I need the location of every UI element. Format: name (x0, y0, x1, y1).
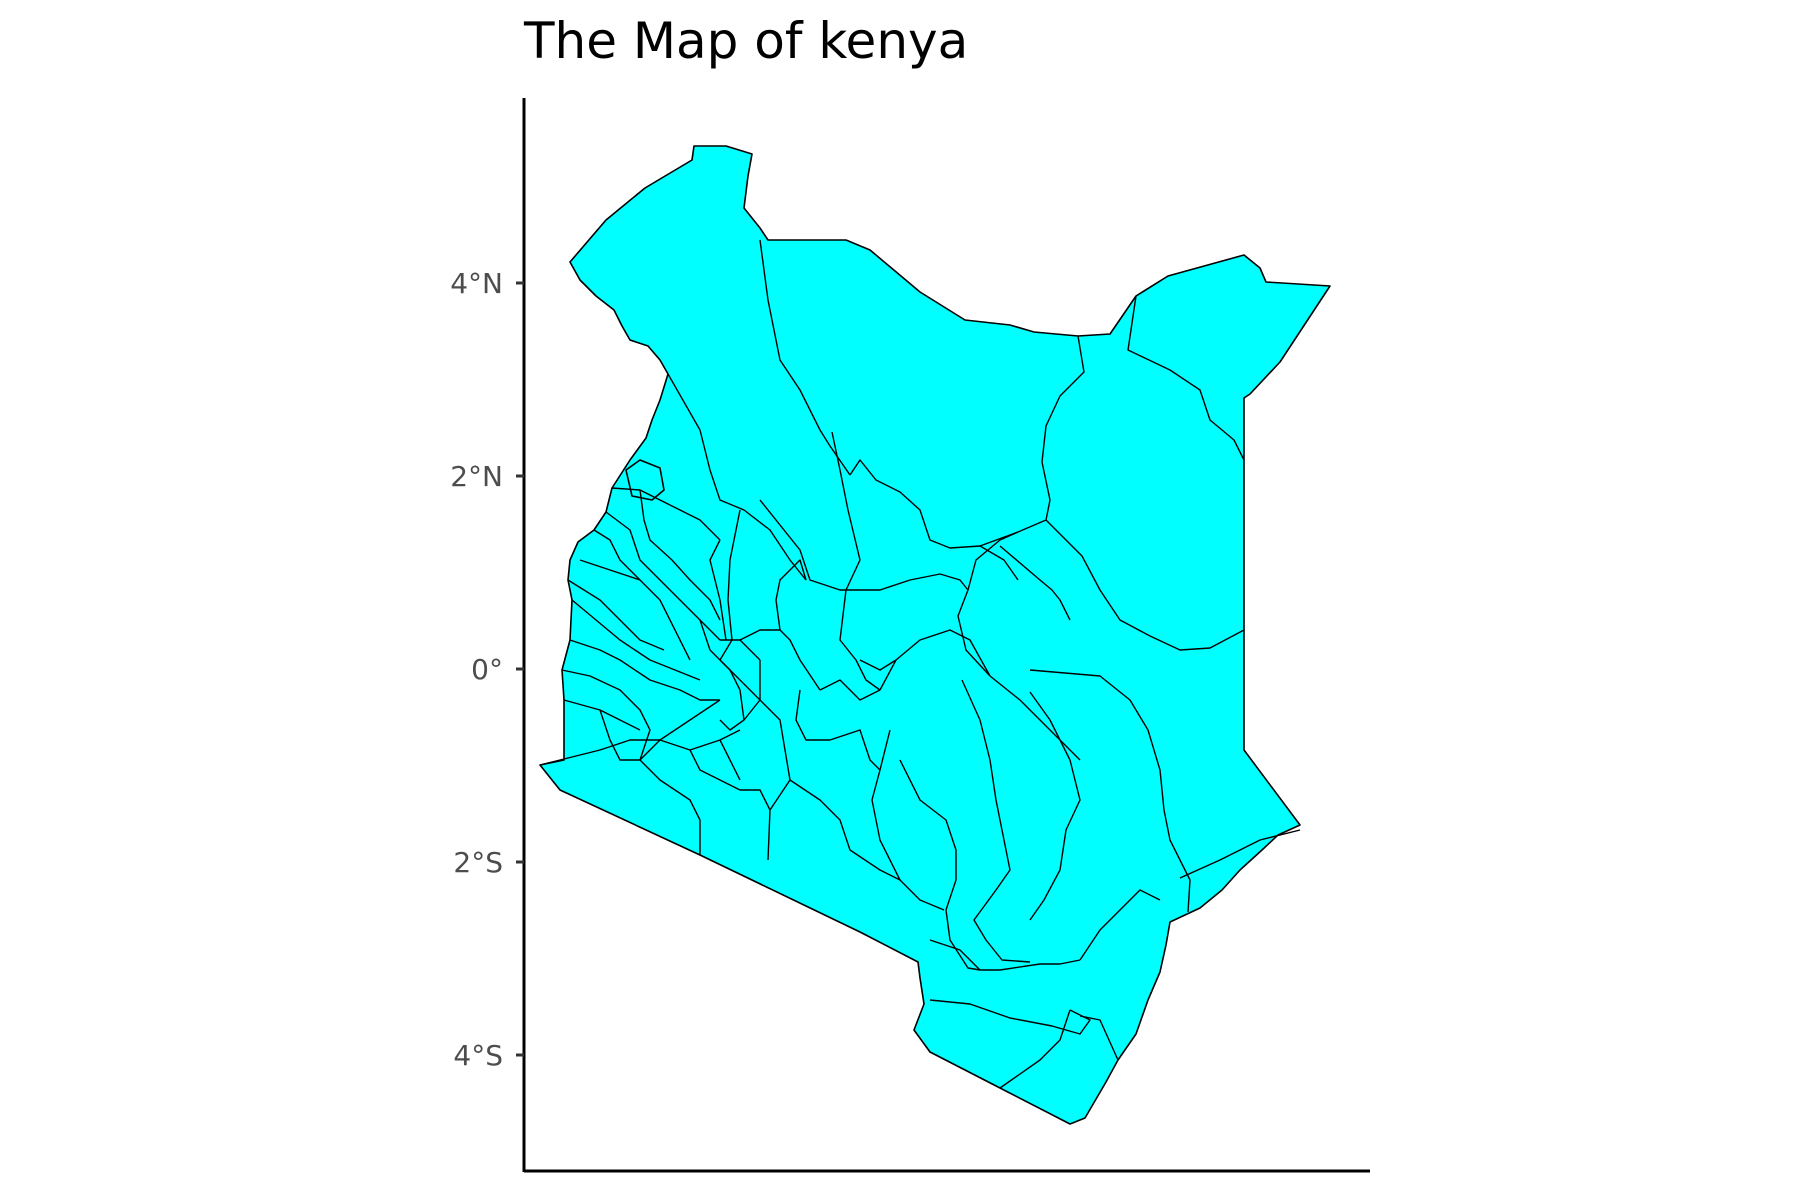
y-axis: 4°N 2°N 0° 2°S 4°S (450, 98, 526, 1172)
y-tick-label: 4°N (450, 267, 503, 300)
county-boundaries (539, 239, 1301, 1089)
y-tick-label: 2°N (450, 460, 503, 493)
y-tick-label: 4°S (453, 1039, 503, 1072)
map-title: The Map of kenya (524, 12, 969, 70)
y-tick-label: 2°S (453, 846, 503, 879)
y-tick-label: 0° (471, 653, 503, 686)
